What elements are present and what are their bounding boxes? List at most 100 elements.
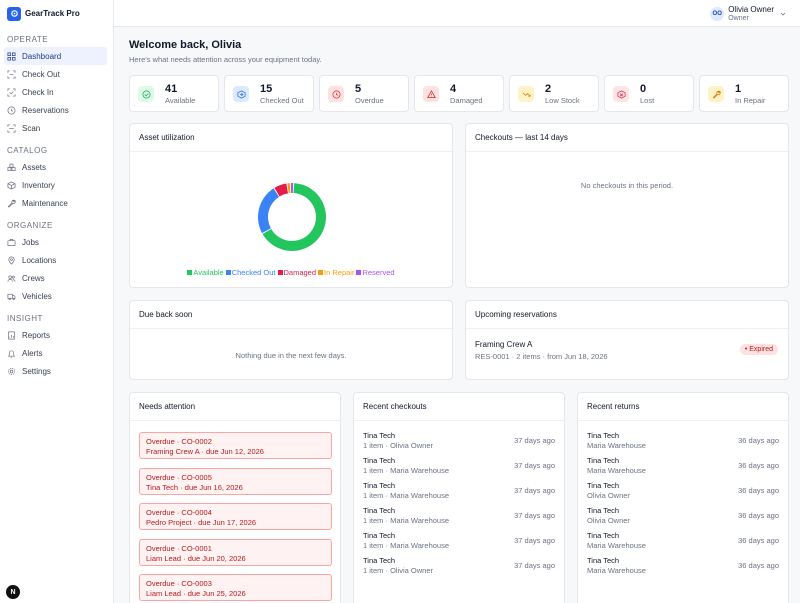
sidebar-item-settings[interactable]: Settings bbox=[4, 362, 107, 380]
list-item-name: Tina Tech bbox=[587, 456, 620, 465]
list-item-name: Tina Tech bbox=[363, 556, 396, 565]
truck-icon bbox=[7, 292, 16, 301]
sidebar-item-scan[interactable]: Scan bbox=[4, 119, 107, 137]
list-item-meta: 1 item · Maria Warehouse bbox=[363, 466, 450, 475]
donut-slice-in-repair[interactable] bbox=[287, 183, 291, 194]
upcoming-reservations-card: Upcoming reservations Framing Crew A RES… bbox=[465, 300, 789, 380]
list-item-name: Tina Tech bbox=[587, 531, 620, 540]
attention-subtitle: Liam Lead · due Jun 25, 2026 bbox=[146, 589, 246, 598]
legend-item-checked-out[interactable]: Checked Out bbox=[225, 268, 276, 277]
list-item-meta: Maria Warehouse bbox=[587, 566, 646, 575]
donut-slice-damaged[interactable] bbox=[274, 183, 288, 197]
n-badge[interactable]: N bbox=[6, 585, 20, 599]
legend-label: Available bbox=[193, 268, 224, 277]
stat-label: Available bbox=[165, 96, 196, 105]
sidebar-item-check-out[interactable]: Check Out bbox=[4, 65, 107, 83]
stat-card-lost[interactable]: 0 Lost bbox=[604, 75, 694, 112]
sidebar-item-label: Check In bbox=[22, 87, 54, 97]
list-item-time: 36 days ago bbox=[738, 461, 779, 470]
attention-subtitle: Tina Tech · due Jun 16, 2026 bbox=[146, 482, 243, 492]
stat-card-in-repair[interactable]: 1 In Repair bbox=[699, 75, 789, 112]
section-title-organize: ORGANIZE bbox=[7, 221, 53, 230]
sidebar-item-label: Dashboard bbox=[22, 51, 62, 61]
list-item-meta: Olivia Owner bbox=[587, 491, 630, 500]
sidebar-item-label: Vehicles bbox=[22, 291, 52, 301]
brand[interactable]: GearTrack Pro bbox=[0, 0, 113, 27]
list-item-meta: Olivia Owner bbox=[587, 516, 630, 525]
sidebar-item-locations[interactable]: Locations bbox=[4, 251, 107, 269]
clock-icon bbox=[7, 106, 16, 115]
list-item-time: 37 days ago bbox=[514, 511, 555, 520]
card-title: Asset utilization bbox=[130, 124, 452, 152]
sidebar-item-vehicles[interactable]: Vehicles bbox=[4, 287, 107, 305]
reservation-name: Framing Crew A bbox=[475, 340, 533, 349]
attention-item[interactable]: Overdue · CO-0003 Liam Lead · due Jun 25,… bbox=[139, 574, 332, 601]
list-item-time: 37 days ago bbox=[514, 536, 555, 545]
due-back-soon-card: Due back soon Nothing due in the next fe… bbox=[129, 300, 453, 380]
section-title-catalog: CATALOG bbox=[7, 146, 48, 155]
utilization-donut-chart bbox=[258, 183, 326, 251]
sidebar-item-reservations[interactable]: Reservations bbox=[4, 101, 107, 119]
sidebar-nav: OPERATE Dashboard Check Out Check In Reserva… bbox=[0, 35, 113, 380]
user-menu[interactable]: OO Olivia Owner Owner bbox=[710, 5, 786, 23]
sidebar-item-label: Reservations bbox=[22, 105, 69, 115]
stat-card-damaged[interactable]: 4 Damaged bbox=[414, 75, 504, 112]
sidebar-item-label: Jobs bbox=[22, 237, 39, 247]
stat-label: Overdue bbox=[355, 96, 384, 105]
list-item-meta: Maria Warehouse bbox=[587, 466, 646, 475]
sidebar-item-crews[interactable]: Crews bbox=[4, 269, 107, 287]
stat-card-available[interactable]: 41 Available bbox=[129, 75, 219, 112]
list-item-meta: 1 item · Maria Warehouse bbox=[363, 541, 450, 550]
sidebar-item-assets[interactable]: Assets bbox=[4, 158, 107, 176]
list-item-name: Tina Tech bbox=[363, 481, 396, 490]
attention-item[interactable]: Overdue · CO-0004 Pedro Project · due Jun… bbox=[139, 503, 332, 530]
legend-label: Damaged bbox=[283, 268, 317, 277]
pin-icon bbox=[7, 256, 16, 265]
sidebar-item-jobs[interactable]: Jobs bbox=[4, 233, 107, 251]
sidebar-item-maintenance[interactable]: Maintenance bbox=[4, 194, 107, 212]
legend-item-damaged[interactable]: Damaged bbox=[277, 268, 317, 277]
bell-icon bbox=[7, 349, 16, 358]
stat-card-low-stock[interactable]: 2 Low Stock bbox=[509, 75, 599, 112]
sidebar-item-alerts[interactable]: Alerts bbox=[4, 344, 107, 362]
donut-slice-checked-out[interactable] bbox=[258, 188, 279, 234]
attention-title: Overdue · CO-0004 bbox=[146, 508, 212, 517]
attention-title: Overdue · CO-0002 bbox=[146, 437, 212, 446]
stat-value: 5 bbox=[355, 83, 362, 95]
donut-slice-available[interactable] bbox=[262, 183, 326, 251]
stat-card-overdue[interactable]: 5 Overdue bbox=[319, 75, 409, 112]
sidebar-item-reports[interactable]: Reports bbox=[4, 326, 107, 344]
empty-message: Nothing due in the next few days. bbox=[235, 351, 347, 360]
wrench-icon bbox=[7, 199, 16, 208]
legend-item-available[interactable]: Available bbox=[187, 268, 224, 277]
legend-item-in-repair[interactable]: In Repair bbox=[318, 268, 354, 277]
sidebar-item-check-in[interactable]: Check In bbox=[4, 83, 107, 101]
checkouts-14-days-card: Checkouts — last 14 days No checkouts in… bbox=[465, 123, 789, 288]
sidebar-item-label: Assets bbox=[22, 162, 47, 172]
sidebar-item-inventory[interactable]: Inventory bbox=[4, 176, 107, 194]
legend-item-reserved[interactable]: Reserved bbox=[356, 268, 395, 277]
attention-item[interactable]: Overdue · CO-0001 Liam Lead · due Jun 20,… bbox=[139, 538, 332, 566]
legend-swatch bbox=[187, 270, 193, 275]
list-item-time: 37 days ago bbox=[514, 486, 555, 495]
list-item-time: 37 days ago bbox=[514, 461, 555, 470]
sidebar-item-label: Alerts bbox=[22, 348, 43, 358]
package-icon bbox=[7, 180, 16, 190]
card-title: Needs attention bbox=[130, 393, 340, 421]
stat-card-checked-out[interactable]: 15 Checked Out bbox=[224, 75, 314, 112]
status-badge-label: Expired bbox=[749, 346, 773, 353]
donut-slice-reserved[interactable] bbox=[290, 183, 294, 194]
chart-legend: Available Checked Out Damaged In Repair Rese… bbox=[130, 268, 452, 277]
list-item-time: 36 days ago bbox=[738, 486, 779, 495]
legend-swatch bbox=[356, 270, 362, 275]
attention-item[interactable]: Overdue · CO-0005 Tina Tech · due Jun 16,… bbox=[139, 467, 332, 495]
list-item-name: Tina Tech bbox=[363, 531, 396, 540]
card-title: Due back soon bbox=[130, 301, 452, 329]
sidebar: GearTrack Pro OPERATE Dashboard Check Out C… bbox=[0, 0, 114, 603]
gear-icon bbox=[7, 367, 16, 376]
attention-item[interactable]: Overdue · CO-0002 Framing Crew A · due Ju… bbox=[139, 432, 332, 459]
sidebar-item-dashboard[interactable]: Dashboard bbox=[4, 47, 107, 65]
recent-checkouts-card: Recent checkouts Tina Tech 1 item · Olivi… bbox=[353, 392, 565, 603]
grid-icon bbox=[7, 52, 16, 61]
warning-icon bbox=[423, 86, 439, 102]
